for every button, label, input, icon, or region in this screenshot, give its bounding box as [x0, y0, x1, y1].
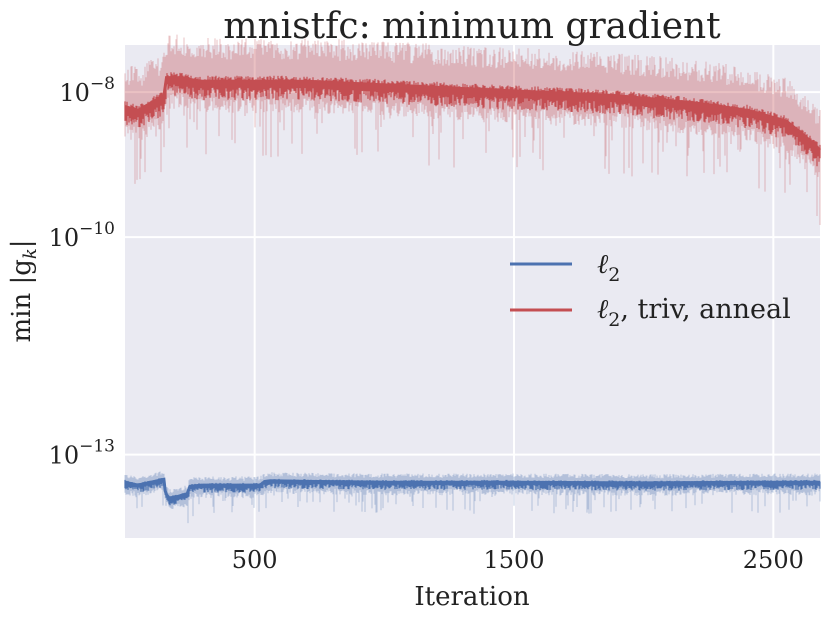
- chart-title: mnistfc: minimum gradient: [223, 6, 721, 47]
- x-axis-label: Iteration: [414, 582, 529, 612]
- series-0-line: [124, 477, 820, 500]
- y-tick-label: 10−8: [59, 74, 115, 107]
- series-0: [124, 471, 821, 524]
- y-tick-label: 10−13: [49, 437, 115, 470]
- x-tick-label: 500: [232, 546, 278, 574]
- legend: ℓ2 ℓ2, triv, anneal: [510, 249, 791, 331]
- y-axis-label: min |gk|: [7, 239, 41, 342]
- legend-label-l2: ℓ2: [597, 249, 620, 286]
- y-tick-label: 10−10: [49, 219, 115, 252]
- x-tick-labels: 500 1500 2500: [232, 546, 804, 574]
- series-1-trace: [124, 72, 821, 167]
- x-tick-label: 1500: [483, 546, 544, 574]
- series-1: [124, 34, 822, 225]
- series-1-line: [124, 76, 822, 152]
- legend-label-l2-triv-anneal: ℓ2, triv, anneal: [597, 294, 791, 331]
- plot-background: [125, 45, 820, 538]
- y-tick-labels: 10−8 10−10 10−13: [49, 74, 115, 470]
- series-layer: [124, 34, 822, 524]
- x-tick-label: 2500: [743, 546, 804, 574]
